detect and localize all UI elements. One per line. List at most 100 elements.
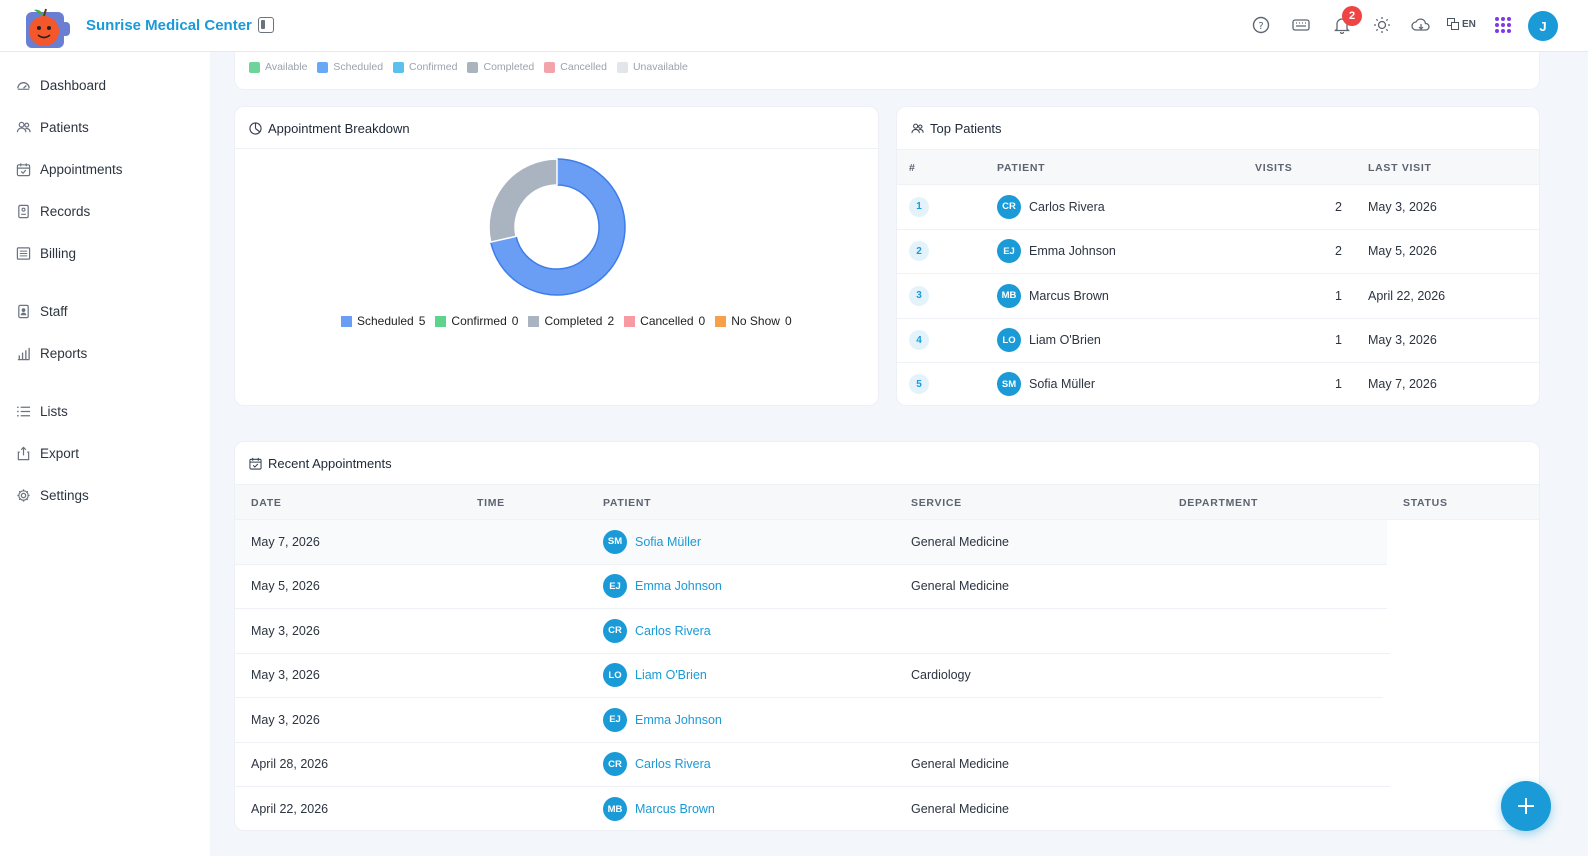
column-header[interactable]: VISITS [1255, 162, 1293, 174]
legend-item: Unavailable [616, 61, 688, 73]
avatar: SM [997, 372, 1021, 396]
table-row[interactable]: 3 MB Marcus Brown 1 April 22, 2026 [897, 274, 1539, 319]
patient-name: Carlos Rivera [1029, 199, 1105, 214]
staff-icon [18, 304, 29, 318]
card-header: Top Patients [911, 121, 1002, 136]
table-row[interactable]: 1 CR Carlos Rivera 2 May 3, 2026 [897, 185, 1539, 230]
table-row[interactable]: May 3, 2026 EJ Emma Johnson [235, 698, 1539, 743]
rank-badge: 1 [909, 196, 929, 217]
calendar-icon [16, 162, 31, 176]
last-visit: May 5, 2026 [1368, 244, 1437, 259]
users-icon [911, 123, 924, 134]
cloud-download-icon[interactable] [1410, 14, 1432, 36]
chart-legend-item[interactable]: Cancelled 0 [624, 314, 705, 328]
export-icon [17, 446, 30, 460]
last-visit: April 22, 2026 [1368, 288, 1446, 303]
table-row[interactable]: 2 EJ Emma Johnson 2 May 5, 2026 [897, 230, 1539, 274]
patient-link[interactable]: Emma Johnson [635, 579, 722, 594]
sidebar-item-appointments[interactable]: Appointments [16, 158, 123, 180]
sidebar-item-settings[interactable]: Settings [16, 484, 89, 506]
sidebar-item-dashboard[interactable]: Dashboard [16, 74, 106, 96]
column-header[interactable]: DATE [251, 497, 282, 509]
top-header: Sunrise Medical Center ? 2 EN J [0, 0, 1588, 52]
help-icon[interactable]: ? [1250, 14, 1272, 36]
card-header: Appointment Breakdown [249, 121, 410, 136]
recent-appointments-card: Recent Appointments DATE TIME PATIENT SE… [234, 441, 1540, 831]
patient-link[interactable]: Carlos Rivera [635, 623, 711, 638]
service-name: General Medicine [911, 802, 1009, 816]
legend-swatch [616, 61, 628, 73]
user-avatar[interactable]: J [1528, 11, 1558, 41]
sidebar-item-label: Lists [40, 403, 68, 419]
table-row[interactable]: May 5, 2026 EJ Emma Johnson General Medic… [235, 565, 1387, 609]
pie-chart-icon [249, 122, 262, 135]
table-row[interactable]: May 7, 2026 SM Sofia Müller General Medic… [235, 520, 1387, 565]
donut-slice-completed[interactable] [488, 158, 558, 244]
legend-swatch [544, 61, 556, 73]
patient-link[interactable]: Liam O'Brien [635, 668, 707, 683]
sidebar-item-reports[interactable]: Reports [16, 342, 87, 364]
chart-legend-item[interactable]: No Show 0 [715, 314, 792, 328]
sidebar-item-lists[interactable]: Lists [16, 400, 68, 422]
theme-sun-icon[interactable] [1371, 14, 1393, 36]
donut-chart [488, 158, 626, 296]
column-header[interactable]: STATUS [1403, 497, 1448, 509]
plus-icon [1518, 798, 1534, 814]
column-header[interactable]: PATIENT [603, 497, 652, 509]
legend-series-label: Scheduled [357, 314, 414, 328]
patient-link[interactable]: Marcus Brown [635, 802, 715, 816]
apps-grid-icon[interactable] [1495, 17, 1511, 33]
chart-legend-item[interactable]: Confirmed 0 [435, 314, 518, 328]
column-header[interactable]: DEPARTMENT [1179, 497, 1259, 509]
table-row[interactable]: April 28, 2026 CR Carlos Rivera General M… [235, 743, 1390, 787]
legend-label: Available [265, 61, 308, 73]
notification-badge: 2 [1342, 6, 1362, 26]
column-header[interactable]: LAST VISIT [1368, 162, 1432, 174]
last-visit: May 3, 2026 [1368, 333, 1437, 348]
sidebar-item-records[interactable]: Records [16, 200, 90, 222]
table-row[interactable]: 5 SM Sofia Müller 1 May 7, 2026 [897, 363, 1539, 405]
column-header[interactable]: # [909, 162, 916, 174]
brand-name[interactable]: Sunrise Medical Center [86, 17, 252, 34]
appointment-date: May 7, 2026 [251, 534, 320, 549]
appointment-date: April 28, 2026 [251, 757, 329, 772]
sidebar: Dashboard Patients Appointments Records … [0, 52, 210, 856]
column-header[interactable]: TIME [477, 497, 505, 509]
table-row[interactable]: May 3, 2026 LO Liam O'Brien Cardiology [235, 654, 1383, 698]
last-visit: May 7, 2026 [1368, 377, 1437, 391]
service-name: General Medicine [911, 579, 1009, 594]
patient-name: Emma Johnson [1029, 244, 1116, 259]
sidebar-item-patients[interactable]: Patients [16, 116, 89, 138]
table-row[interactable]: April 22, 2026 MB Marcus Brown General Me… [235, 787, 1390, 831]
card-title: Recent Appointments [268, 456, 392, 471]
patient-link[interactable]: Carlos Rivera [635, 757, 711, 772]
patients-icon [16, 121, 31, 132]
sidebar-item-billing[interactable]: Billing [16, 242, 76, 264]
visits-count: 1 [1335, 333, 1342, 348]
table-row[interactable]: May 3, 2026 CR Carlos Rivera [235, 609, 1390, 654]
sidebar-toggle-icon[interactable] [258, 17, 274, 33]
top-patients-card: Top Patients # PATIENT VISITS LAST VISIT… [896, 106, 1540, 406]
keyboard-icon[interactable] [1290, 14, 1312, 36]
chart-legend-item[interactable]: Scheduled 5 [341, 314, 425, 328]
column-header[interactable]: SERVICE [911, 497, 962, 509]
legend-item: Available [249, 61, 307, 73]
add-appointment-button[interactable] [1501, 781, 1551, 831]
table-row[interactable]: 4 LO Liam O'Brien 1 May 3, 2026 [897, 319, 1539, 363]
column-header[interactable]: PATIENT [997, 162, 1046, 174]
patient-link[interactable]: Sofia Müller [635, 534, 701, 549]
appointment-date: April 22, 2026 [251, 802, 329, 816]
reports-icon [17, 347, 30, 360]
sidebar-item-label: Appointments [40, 161, 123, 177]
apple-logo-icon[interactable] [22, 4, 72, 50]
legend-series-label: Confirmed [451, 314, 507, 328]
donut-slice-scheduled[interactable] [489, 158, 626, 296]
sidebar-item-label: Reports [40, 345, 88, 361]
sidebar-item-export[interactable]: Export [16, 442, 79, 464]
last-visit: May 3, 2026 [1368, 199, 1437, 214]
legend-swatch [624, 315, 636, 327]
sidebar-item-staff[interactable]: Staff [16, 300, 68, 322]
chart-legend-item[interactable]: Completed 2 [528, 314, 614, 328]
patient-link[interactable]: Emma Johnson [635, 712, 722, 727]
language-selector[interactable]: EN [1447, 18, 1476, 30]
